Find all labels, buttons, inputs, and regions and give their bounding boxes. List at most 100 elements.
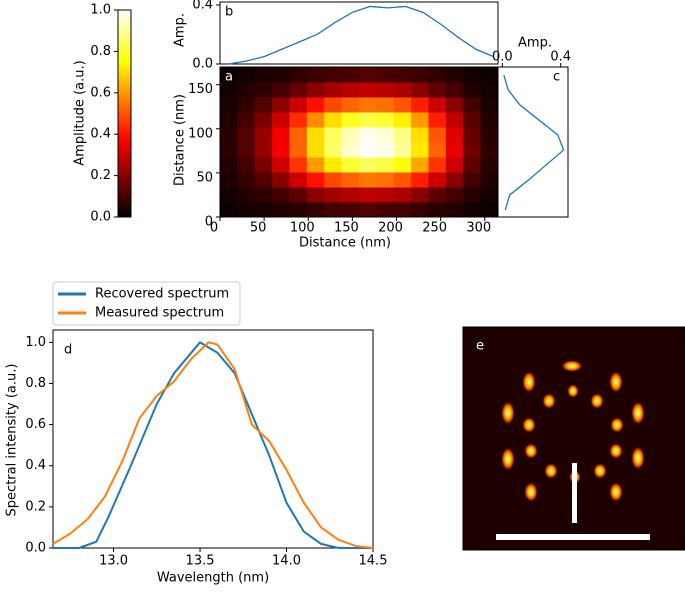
panel-label: d <box>64 343 72 358</box>
panel-label: c <box>553 70 560 85</box>
heatmap-cell <box>306 112 325 128</box>
heatmap-cell <box>324 157 343 173</box>
heatmap-cell <box>411 67 429 83</box>
heatmap-cell <box>376 187 395 203</box>
heatmap-cell <box>220 127 238 143</box>
heatmap-cell <box>480 112 499 128</box>
x-tick-label: 0.0 <box>492 50 513 65</box>
image-blob <box>501 447 515 471</box>
heatmap-cell <box>306 82 325 98</box>
heatmap-cell <box>220 172 238 188</box>
heatmap-cell <box>445 82 464 98</box>
heatmap-cell <box>359 112 377 128</box>
image-blob <box>522 371 536 393</box>
heatmap-cell <box>411 202 429 218</box>
y-axis-label: Spectral intensity (a.u.) <box>5 364 20 517</box>
heatmap-cell <box>220 142 238 158</box>
colorbar-label: Amplitude (a.u.) <box>73 60 88 165</box>
heatmap-cell <box>220 202 238 218</box>
heatmap-cell <box>220 82 238 98</box>
heatmap-cell <box>289 67 308 83</box>
heatmap-cell <box>445 202 464 218</box>
heatmap-cell <box>289 97 308 113</box>
heatmap-cell <box>341 127 360 143</box>
heatmap-cell <box>220 112 238 128</box>
axes-frame <box>497 66 569 218</box>
y-tick-label: 0.8 <box>25 376 46 391</box>
heatmap-cell <box>237 97 256 113</box>
heatmap-cell <box>393 127 412 143</box>
scale-bar <box>496 534 650 540</box>
heatmap-cell <box>393 187 412 203</box>
heatmap-cell <box>237 187 256 203</box>
legend-label: Measured spectrum <box>95 306 224 321</box>
image-blob <box>593 463 607 479</box>
heatmap-cell <box>272 142 290 158</box>
image-blob <box>542 393 556 409</box>
heatmap-cell <box>428 82 447 98</box>
x-tick-label: 0.4 <box>550 50 571 65</box>
heatmap-cell <box>237 172 256 188</box>
heatmap-cell <box>393 82 412 98</box>
heatmap-cell <box>463 127 482 143</box>
x-tick-label: 0 <box>210 221 218 236</box>
heatmap-cell <box>324 112 343 128</box>
heatmap-cell <box>324 172 343 188</box>
heatmap-cell <box>445 97 464 113</box>
heatmap-cell <box>272 202 290 218</box>
legend-label: Recovered spectrum <box>95 287 229 302</box>
heatmap-cell <box>289 127 308 143</box>
series-line <box>52 341 374 549</box>
heatmap-cell <box>324 142 343 158</box>
heatmap-cell <box>254 112 273 128</box>
heatmap-cell <box>359 127 377 143</box>
x-tick-label: 50 <box>250 221 267 236</box>
heatmap-cell <box>272 172 290 188</box>
heatmap-cell <box>254 157 273 173</box>
heatmap-cell <box>411 157 429 173</box>
heatmap-cell <box>445 187 464 203</box>
heatmap-cell <box>254 97 273 113</box>
y-tick-label: 0.6 <box>25 417 46 432</box>
heatmap-cell <box>220 187 238 203</box>
heatmap-cell <box>393 202 412 218</box>
legend-box <box>52 281 241 326</box>
y-axis-label: Distance (nm) <box>173 94 188 186</box>
heatmap-cell <box>306 127 325 143</box>
heatmap-cell <box>393 97 412 113</box>
heatmap-cell <box>428 142 447 158</box>
heatmap-cell <box>376 127 395 143</box>
heatmap-cell <box>306 187 325 203</box>
heatmap-cell <box>376 82 395 98</box>
image-blob <box>609 443 623 459</box>
heatmap-cell <box>480 82 499 98</box>
heatmap-cell <box>428 97 447 113</box>
heatmap-cell <box>359 82 377 98</box>
heatmap-cell <box>289 202 308 218</box>
axes-frame <box>219 1 499 65</box>
y-tick-label: 0.2 <box>25 499 46 514</box>
x-tick-label: 250 <box>422 221 447 236</box>
heatmap-cell <box>324 82 343 98</box>
heatmap-cell <box>428 172 447 188</box>
heatmap-cell <box>324 187 343 203</box>
image-blob <box>631 446 645 470</box>
series-line <box>53 341 373 549</box>
heatmap-cell <box>272 187 290 203</box>
y-tick-label: 150 <box>188 82 213 97</box>
heatmap-cell <box>341 97 360 113</box>
heatmap-cell <box>324 97 343 113</box>
heatmap-cell <box>428 202 447 218</box>
x-tick-label: 200 <box>378 221 403 236</box>
heatmap-cell <box>254 202 273 218</box>
heatmap-cell <box>411 82 429 98</box>
image-blob <box>522 417 536 433</box>
heatmap-cell <box>463 172 482 188</box>
heatmap-cell <box>272 157 290 173</box>
image-blob <box>524 443 538 459</box>
heatmap-cell <box>411 172 429 188</box>
heatmap-cell <box>445 142 464 158</box>
heatmap-cell <box>324 202 343 218</box>
heatmap-cell <box>306 202 325 218</box>
heatmap-cell <box>445 127 464 143</box>
